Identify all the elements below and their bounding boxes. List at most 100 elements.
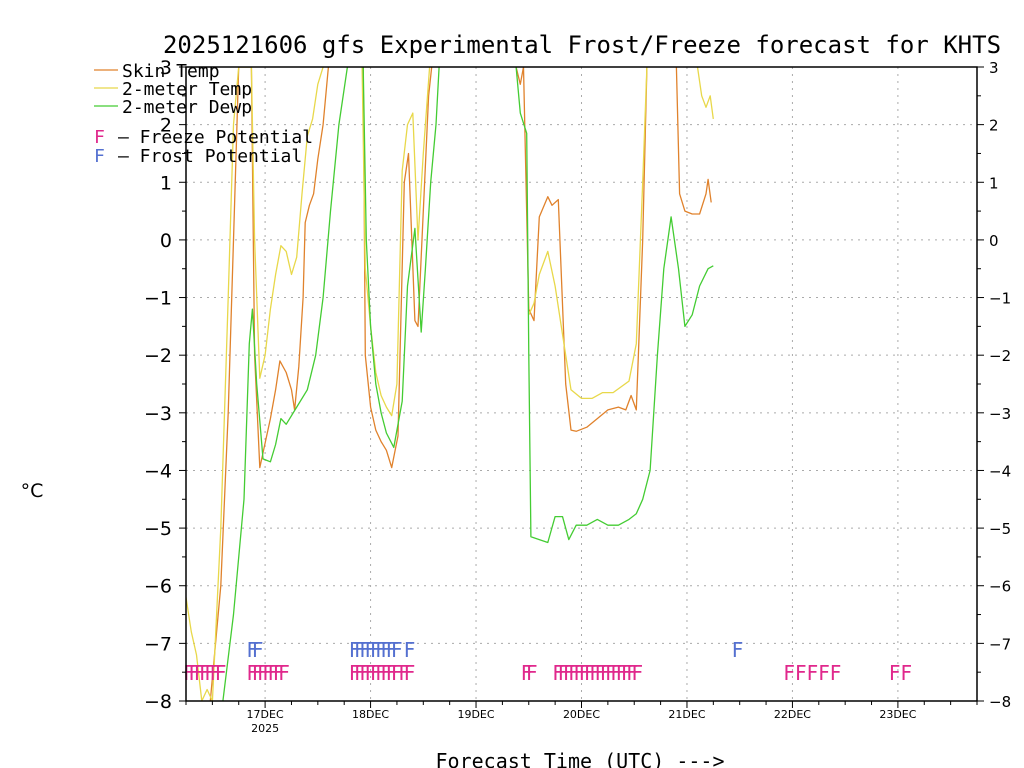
freeze-marker: F	[375, 661, 387, 685]
freeze-marker: F	[807, 661, 819, 685]
grid-lines	[186, 67, 977, 701]
x-tick-label: 23DEC	[879, 708, 916, 721]
legend-label: 2-meter Dewp	[122, 97, 252, 118]
series-line-2-meter-temp	[186, 67, 324, 701]
freeze-marker: F	[273, 661, 285, 685]
y-axis-label: °C	[21, 480, 44, 502]
y-tick-label-right: −3	[989, 405, 1011, 423]
frost-marker: F	[732, 638, 744, 662]
y-tick-label: 2	[160, 115, 172, 137]
series-line-2-meter-dewp	[515, 67, 714, 544]
data-series	[186, 67, 714, 701]
freeze-marker: F	[595, 661, 607, 685]
series-line-2-meter-temp	[696, 67, 714, 119]
frost-marker: F	[370, 638, 382, 662]
y-tick-label: −8	[144, 691, 172, 713]
x-tick-label: 18DEC	[352, 708, 389, 721]
freeze-marker: F	[268, 661, 280, 685]
freeze-marker: F	[632, 661, 644, 685]
freeze-marker: F	[404, 661, 416, 685]
freeze-marker: F	[247, 661, 259, 685]
series-line-skin-temp	[362, 67, 433, 469]
freeze-marker: F	[199, 661, 211, 685]
y-tick-label: 1	[160, 172, 172, 194]
freeze-marker: F	[611, 661, 623, 685]
series-line-skin-temp	[675, 67, 712, 215]
freeze-marker: F	[278, 661, 290, 685]
freeze-marker: F	[263, 661, 275, 685]
freeze-marker: F	[563, 661, 575, 685]
freeze-marker: F	[579, 661, 591, 685]
freeze-marker: F	[252, 661, 264, 685]
y-tick-label-right: −2	[989, 347, 1011, 365]
frost-marker: F	[391, 638, 403, 662]
y-tick-label: −2	[144, 345, 172, 367]
frost-marker: F	[349, 638, 361, 662]
chart-title: 2025121606 gfs Experimental Frost/Freeze…	[163, 31, 1001, 59]
y-tick-label: −3	[144, 403, 172, 425]
x-tick-label: 19DEC	[457, 708, 494, 721]
y-tick-label-right: −7	[989, 635, 1011, 653]
y-tick-label: −7	[144, 633, 172, 655]
frost-marker: F	[247, 638, 259, 662]
freeze-marker: F	[589, 661, 601, 685]
freeze-marker: F	[626, 661, 638, 685]
freeze-marker: F	[818, 661, 830, 685]
x-tick-sublabel: 2025	[251, 722, 279, 735]
freeze-marker: F	[194, 661, 206, 685]
y-tick-label-right: −6	[989, 578, 1011, 596]
freeze-marker: F	[558, 661, 570, 685]
freeze-marker: F	[526, 661, 538, 685]
x-tick-label: 22DEC	[774, 708, 811, 721]
freeze-marker: F	[204, 661, 216, 685]
freeze-marker: F	[386, 661, 398, 685]
frost-marker: F	[381, 638, 393, 662]
freeze-marker: F	[365, 661, 377, 685]
x-axis-label: Forecast Time (UTC) --->	[436, 749, 725, 768]
freeze-marker: F	[189, 661, 201, 685]
freeze-marker: F	[370, 661, 382, 685]
freeze-marker: F	[399, 661, 411, 685]
freeze-marker: F	[521, 661, 533, 685]
potential-legend-letter: F	[94, 127, 105, 148]
freeze-marker: F	[381, 661, 393, 685]
freeze-marker: F	[795, 661, 807, 685]
y-tick-label: −4	[144, 460, 172, 482]
frost-marker: F	[375, 638, 387, 662]
series-line-2-meter-temp	[361, 67, 431, 417]
freeze-marker: F	[574, 661, 586, 685]
y-tick-label-right: −5	[989, 520, 1011, 538]
y-tick-label-right: 0	[989, 232, 999, 250]
y-tick-label: 0	[160, 230, 172, 252]
freeze-marker: F	[584, 661, 596, 685]
freeze-marker: F	[349, 661, 361, 685]
potential-legend-label: – Freeze Potential	[118, 127, 313, 148]
freeze-marker: F	[784, 661, 796, 685]
freeze-marker: F	[183, 661, 195, 685]
series-line-2-meter-dewp	[362, 67, 440, 449]
y-tick-label: −1	[144, 288, 172, 310]
freeze-marker: F	[360, 661, 372, 685]
y-tick-label-right: 2	[989, 117, 999, 135]
series-line-2-meter-dewp	[222, 67, 349, 701]
y-tick-label: −5	[144, 518, 172, 540]
freeze-marker: F	[354, 661, 366, 685]
y-tick-label: −6	[144, 576, 172, 598]
freeze-marker: F	[605, 661, 617, 685]
potential-legend-letter: F	[94, 146, 105, 167]
frost-marker: F	[365, 638, 377, 662]
frost-marker: F	[354, 638, 366, 662]
frost-marker: F	[360, 638, 372, 662]
series-line-2-meter-temp	[528, 67, 648, 400]
frost-marker: F	[404, 638, 416, 662]
potential-legend-label: – Frost Potential	[118, 146, 302, 167]
freeze-marker: F	[889, 661, 901, 685]
freeze-marker: F	[600, 661, 612, 685]
legend-label: Skin Temp	[122, 61, 220, 82]
freeze-marker: F	[210, 661, 222, 685]
freeze-marker: F	[568, 661, 580, 685]
x-tick-label: 21DEC	[668, 708, 705, 721]
